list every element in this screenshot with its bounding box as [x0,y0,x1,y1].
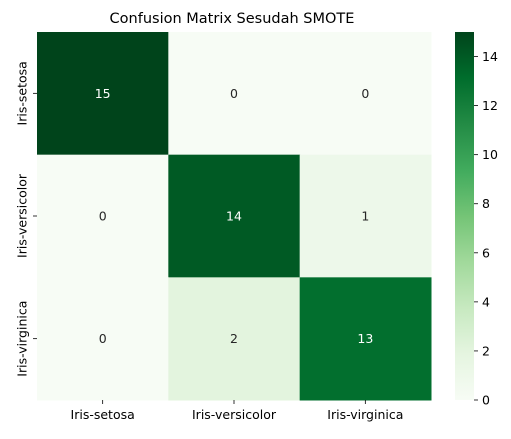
colorbar-tick-label-4: 8 [482,196,490,211]
x-axis-ticks: Iris-setosa Iris-versicolor Iris-virginica [71,400,403,422]
heatmap-cell-1-2 [299,154,432,278]
heatmap-cell-0-0 [37,32,169,156]
heatmap-cell-2-2 [299,277,432,401]
heatmap-cells [37,32,432,401]
cell-annotation-0-0: 15 [95,86,111,101]
heatmap-cell-0-1 [168,32,301,156]
cell-annotation-1-0: 0 [99,209,107,224]
colorbar-tick-label-2: 4 [482,294,490,309]
cell-annotation-2-0: 0 [99,331,107,346]
x-tick-label-2: Iris-virginica [327,407,403,422]
y-tick-label-2: Iris-virginica [15,301,30,377]
y-axis-ticks: Iris-setosa Iris-versicolor Iris-virginica [15,61,37,377]
heatmap-cell-2-1 [168,277,301,401]
colorbar-tick-label-5: 10 [482,147,498,162]
heatmap-cell-2-0 [37,277,169,401]
colorbar-tick-label-7: 14 [482,49,498,64]
y-tick-label-1: Iris-versicolor [15,173,30,258]
colorbar-tick-label-0: 0 [482,393,490,408]
cell-annotation-2-2: 13 [357,331,373,346]
heatmap-cell-1-1 [168,154,301,278]
colorbar: 0 2 4 6 8 10 12 14 [455,32,498,408]
x-tick-label-0: Iris-setosa [71,407,135,422]
x-tick-label-1: Iris-versicolor [192,407,277,422]
cell-annotation-1-2: 1 [361,209,369,224]
colorbar-gradient [455,32,474,400]
heatmap-cell-1-0 [37,154,169,278]
colorbar-tick-label-6: 12 [482,98,498,113]
cell-annotation-2-1: 2 [230,331,238,346]
colorbar-ticks: 0 2 4 6 8 10 12 14 [474,49,498,408]
chart-title: Confusion Matrix Sesudah SMOTE [110,11,355,27]
cell-annotation-0-2: 0 [361,86,369,101]
colorbar-tick-label-3: 6 [482,245,490,260]
colorbar-tick-label-1: 2 [482,343,490,358]
cell-annotation-0-1: 0 [230,86,238,101]
y-tick-label-0: Iris-setosa [15,61,30,125]
cell-annotation-1-1: 14 [226,209,242,224]
heatmap-cell-0-2 [299,32,432,156]
heatmap-annotations: 15 0 0 0 14 1 0 2 13 [95,86,374,346]
